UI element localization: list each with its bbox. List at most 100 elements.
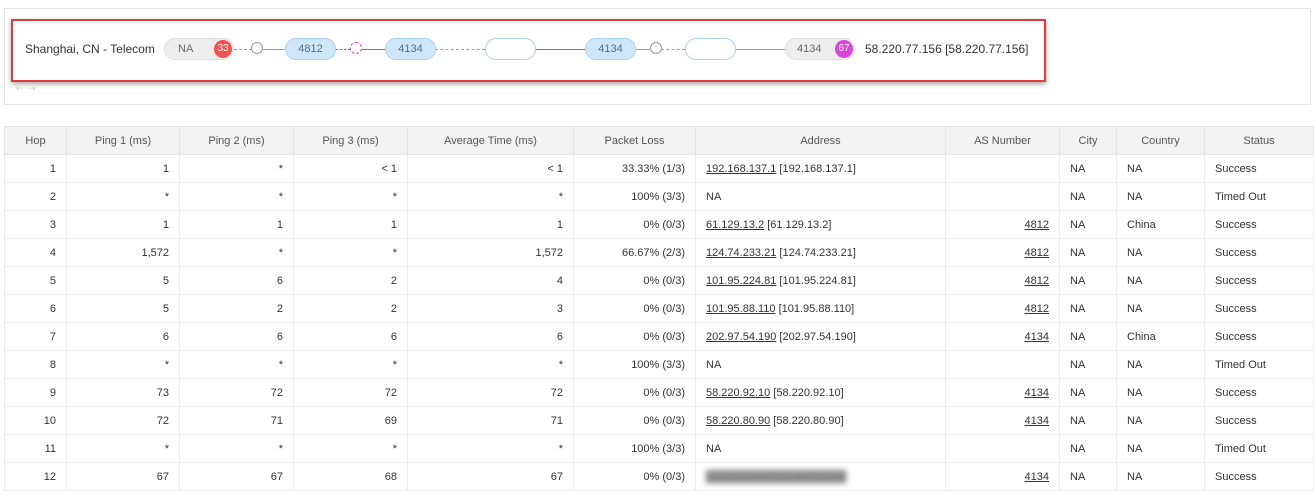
path-node-asn[interactable]: 4134 [585, 38, 636, 60]
ping3-cell: < 1 [293, 154, 408, 183]
ping1-cell: 1 [66, 154, 180, 183]
as-number-cell: 4134 [945, 406, 1060, 435]
column-header-as-number[interactable]: AS Number [945, 126, 1060, 155]
city-cell: NA [1059, 238, 1117, 267]
column-header-status[interactable]: Status [1204, 126, 1314, 155]
packet-loss-cell: 100% (3/3) [573, 350, 696, 379]
address-ip: NA [706, 190, 722, 203]
table-row: 10 72 71 69 71 0% (0/3) 58.220.80.90 [58.220.8… [4, 406, 1314, 435]
ping1-cell: 67 [66, 462, 180, 491]
as-number-link[interactable]: 4812 [1024, 274, 1049, 287]
address-link[interactable]: 124.74.233.21 [706, 246, 777, 259]
column-header-city[interactable]: City [1059, 126, 1117, 155]
as-number-link[interactable]: 4134 [1024, 414, 1049, 427]
table-row: 1 1 * < 1 < 1 33.33% (1/3) 192.168.137.1 [192.… [4, 154, 1314, 183]
path-node-source[interactable]: NA 33 [164, 38, 234, 60]
packet-loss-cell: 0% (0/3) [573, 322, 696, 351]
address-cell: NA [695, 350, 946, 379]
ping1-cell: * [66, 350, 180, 379]
city-cell: NA [1059, 210, 1117, 239]
path-link [234, 49, 252, 50]
average-cell: < 1 [407, 154, 574, 183]
column-header-address[interactable]: Address [695, 126, 946, 155]
path-node-destination[interactable]: 4134 67 [785, 38, 855, 60]
status-cell: Success [1204, 406, 1314, 435]
address-ip: [101.95.88.110] [778, 302, 855, 315]
address-link[interactable]: 61.129.13.2 [706, 218, 765, 231]
status-cell: Success [1204, 462, 1314, 491]
city-cell: NA [1059, 266, 1117, 295]
address-ip: [192.168.137.1] [779, 162, 856, 175]
address-cell: 58.220.92.10 [58.220.92.10] [695, 378, 946, 407]
as-number-cell: 4134 [945, 378, 1060, 407]
as-number-cell: 4812 [945, 238, 1060, 267]
status-cell: Success [1204, 294, 1314, 323]
ping3-cell: 68 [293, 462, 408, 491]
address-cell: 58.220.80.90 [58.220.80.90] [695, 406, 946, 435]
hop-cell: 10 [4, 406, 67, 435]
address-link[interactable]: 101.95.224.81 [706, 274, 777, 287]
column-header-average[interactable]: Average Time (ms) [407, 126, 574, 155]
country-cell: NA [1116, 238, 1205, 267]
ping2-cell: 72 [179, 378, 294, 407]
table-row: 7 6 6 6 6 0% (0/3) 202.97.54.190 [202.97.54.19… [4, 322, 1314, 351]
column-header-packet-loss[interactable]: Packet Loss [573, 126, 696, 155]
city-cell: NA [1059, 406, 1117, 435]
average-cell: 6 [407, 322, 574, 351]
ping3-cell: * [293, 350, 408, 379]
packet-loss-cell: 0% (0/3) [573, 406, 696, 435]
path-node-asn[interactable]: 4134 [385, 38, 436, 60]
column-header-ping3[interactable]: Ping 3 (ms) [293, 126, 408, 155]
ping3-cell: 6 [293, 322, 408, 351]
country-cell: China [1116, 210, 1205, 239]
as-number-link[interactable]: 4134 [1024, 470, 1049, 483]
path-link [361, 49, 386, 50]
hop-dot-node[interactable] [650, 42, 662, 54]
address-cell: 124.74.233.21 [124.74.233.21] [695, 238, 946, 267]
hop-cell: 5 [4, 266, 67, 295]
ping2-cell: * [179, 434, 294, 463]
table-row: 12 67 67 68 67 0% (0/3) ██████████████████ 4134… [4, 462, 1314, 491]
as-number-link[interactable]: 4134 [1024, 330, 1049, 343]
as-number-link[interactable]: 4812 [1024, 246, 1049, 259]
column-header-ping2[interactable]: Ping 2 (ms) [179, 126, 294, 155]
column-header-ping1[interactable]: Ping 1 (ms) [66, 126, 180, 155]
path-node-empty[interactable] [685, 38, 736, 60]
address-cell: NA [695, 182, 946, 211]
ping2-cell: 2 [179, 294, 294, 323]
address-link[interactable]: 58.220.92.10 [706, 386, 771, 399]
hop-dot-node[interactable] [350, 42, 362, 54]
as-number-link[interactable]: 4812 [1024, 218, 1049, 231]
country-cell: China [1116, 322, 1205, 351]
table-row: 3 1 1 1 1 0% (0/3) 61.129.13.2 [61.129.13.2] 48… [4, 210, 1314, 239]
packet-loss-cell: 0% (0/3) [573, 266, 696, 295]
address-link[interactable]: 58.220.80.90 [706, 414, 771, 427]
address-link[interactable]: 101.95.88.110 [706, 302, 776, 315]
city-cell: NA [1059, 322, 1117, 351]
address-cell: 202.97.54.190 [202.97.54.190] [695, 322, 946, 351]
address-link[interactable]: 202.97.54.190 [706, 330, 777, 343]
address-link[interactable]: 192.168.137.1 [706, 162, 777, 175]
hop-cell: 7 [4, 322, 67, 351]
status-cell: Timed Out [1204, 182, 1314, 211]
column-header-hop[interactable]: Hop [4, 126, 67, 155]
ping1-cell: 1 [66, 210, 180, 239]
path-node-empty[interactable] [485, 38, 536, 60]
path-link [661, 49, 685, 50]
path-node-asn[interactable]: 4812 [285, 38, 336, 60]
address-ip: [124.74.233.21] [779, 246, 856, 259]
hop-cell: 4 [4, 238, 67, 267]
hop-cell: 8 [4, 350, 67, 379]
pan-arrows-icon[interactable]: ⇠ ⇢ [16, 83, 37, 93]
ping1-cell: * [66, 434, 180, 463]
column-header-country[interactable]: Country [1116, 126, 1205, 155]
city-cell: NA [1059, 182, 1117, 211]
as-number-link[interactable]: 4812 [1024, 302, 1049, 315]
country-cell: NA [1116, 266, 1205, 295]
average-cell: 4 [407, 266, 574, 295]
hop-cell: 3 [4, 210, 67, 239]
hop-dot-node[interactable] [251, 42, 263, 54]
as-number-link[interactable]: 4134 [1024, 386, 1049, 399]
ping2-cell: 67 [179, 462, 294, 491]
ping1-cell: 1,572 [66, 238, 180, 267]
